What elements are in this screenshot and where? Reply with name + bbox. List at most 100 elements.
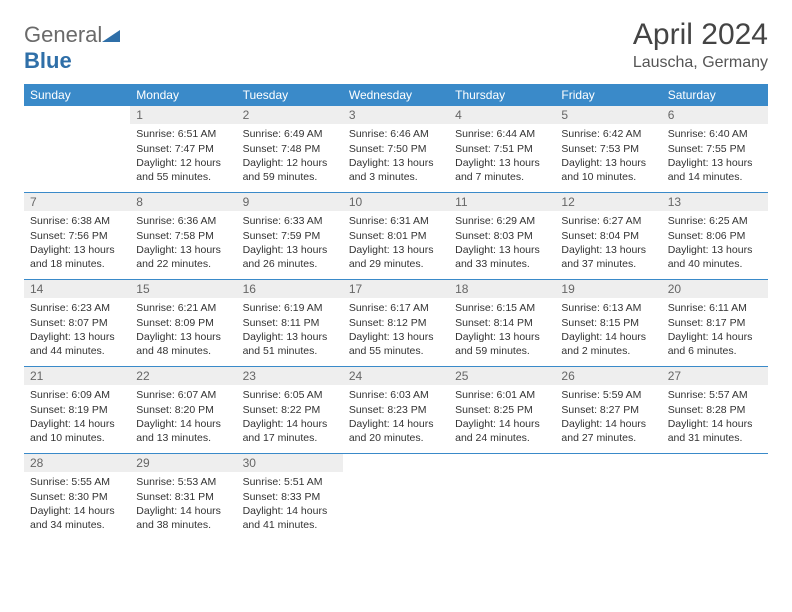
daylight-text: Daylight: 13 hours and 59 minutes.	[455, 330, 549, 358]
calendar-day-cell	[662, 454, 768, 541]
daylight-text: Daylight: 14 hours and 20 minutes.	[349, 417, 443, 445]
daylight-text: Daylight: 13 hours and 55 minutes.	[349, 330, 443, 358]
day-number: 15	[130, 280, 236, 298]
calendar-table: Sunday Monday Tuesday Wednesday Thursday…	[24, 84, 768, 540]
brand-text: General Blue	[24, 22, 120, 74]
sunset-text: Sunset: 8:33 PM	[243, 490, 337, 504]
location-label: Lauscha, Germany	[633, 54, 768, 72]
sunset-text: Sunset: 8:28 PM	[668, 403, 762, 417]
calendar-day-cell: 8Sunrise: 6:36 AMSunset: 7:58 PMDaylight…	[130, 193, 236, 280]
calendar-day-cell: 26Sunrise: 5:59 AMSunset: 8:27 PMDayligh…	[555, 367, 661, 454]
brand-text-1: General	[24, 22, 102, 47]
day-details: Sunrise: 6:13 AMSunset: 8:15 PMDaylight:…	[555, 298, 661, 360]
calendar-day-cell: 5Sunrise: 6:42 AMSunset: 7:53 PMDaylight…	[555, 106, 661, 193]
sunrise-text: Sunrise: 6:21 AM	[136, 301, 230, 315]
daylight-text: Daylight: 13 hours and 29 minutes.	[349, 243, 443, 271]
brand-text-2: Blue	[24, 48, 72, 73]
sunrise-text: Sunrise: 5:51 AM	[243, 475, 337, 489]
day-number: 11	[449, 193, 555, 211]
sunrise-text: Sunrise: 6:17 AM	[349, 301, 443, 315]
calendar-day-cell: 28Sunrise: 5:55 AMSunset: 8:30 PMDayligh…	[24, 454, 130, 541]
sunrise-text: Sunrise: 6:23 AM	[30, 301, 124, 315]
sunset-text: Sunset: 8:25 PM	[455, 403, 549, 417]
day-details: Sunrise: 6:49 AMSunset: 7:48 PMDaylight:…	[237, 124, 343, 186]
day-details: Sunrise: 5:55 AMSunset: 8:30 PMDaylight:…	[24, 472, 130, 534]
sunset-text: Sunset: 8:23 PM	[349, 403, 443, 417]
day-details: Sunrise: 6:33 AMSunset: 7:59 PMDaylight:…	[237, 211, 343, 273]
day-number: 7	[24, 193, 130, 211]
day-number: 21	[24, 367, 130, 385]
sunset-text: Sunset: 7:53 PM	[561, 142, 655, 156]
daylight-text: Daylight: 13 hours and 14 minutes.	[668, 156, 762, 184]
sunset-text: Sunset: 8:07 PM	[30, 316, 124, 330]
day-number: 17	[343, 280, 449, 298]
weekday-header: Wednesday	[343, 84, 449, 106]
day-number: 12	[555, 193, 661, 211]
calendar-day-cell: 19Sunrise: 6:13 AMSunset: 8:15 PMDayligh…	[555, 280, 661, 367]
day-number: 30	[237, 454, 343, 472]
day-details: Sunrise: 6:42 AMSunset: 7:53 PMDaylight:…	[555, 124, 661, 186]
daylight-text: Daylight: 14 hours and 27 minutes.	[561, 417, 655, 445]
calendar-day-cell: 6Sunrise: 6:40 AMSunset: 7:55 PMDaylight…	[662, 106, 768, 193]
day-details: Sunrise: 6:31 AMSunset: 8:01 PMDaylight:…	[343, 211, 449, 273]
day-details: Sunrise: 6:27 AMSunset: 8:04 PMDaylight:…	[555, 211, 661, 273]
day-number	[449, 454, 555, 458]
sunrise-text: Sunrise: 6:33 AM	[243, 214, 337, 228]
calendar-day-cell: 13Sunrise: 6:25 AMSunset: 8:06 PMDayligh…	[662, 193, 768, 280]
weekday-header: Friday	[555, 84, 661, 106]
day-details: Sunrise: 5:53 AMSunset: 8:31 PMDaylight:…	[130, 472, 236, 534]
weekday-header: Tuesday	[237, 84, 343, 106]
calendar-day-cell: 4Sunrise: 6:44 AMSunset: 7:51 PMDaylight…	[449, 106, 555, 193]
day-details: Sunrise: 6:44 AMSunset: 7:51 PMDaylight:…	[449, 124, 555, 186]
day-number	[662, 454, 768, 458]
sunset-text: Sunset: 8:09 PM	[136, 316, 230, 330]
calendar-day-cell: 22Sunrise: 6:07 AMSunset: 8:20 PMDayligh…	[130, 367, 236, 454]
calendar-day-cell: 2Sunrise: 6:49 AMSunset: 7:48 PMDaylight…	[237, 106, 343, 193]
day-number: 9	[237, 193, 343, 211]
sunrise-text: Sunrise: 6:44 AM	[455, 127, 549, 141]
daylight-text: Daylight: 13 hours and 51 minutes.	[243, 330, 337, 358]
calendar-day-cell: 24Sunrise: 6:03 AMSunset: 8:23 PMDayligh…	[343, 367, 449, 454]
calendar-day-cell: 17Sunrise: 6:17 AMSunset: 8:12 PMDayligh…	[343, 280, 449, 367]
calendar-header-row: Sunday Monday Tuesday Wednesday Thursday…	[24, 84, 768, 106]
day-number: 16	[237, 280, 343, 298]
calendar-day-cell: 30Sunrise: 5:51 AMSunset: 8:33 PMDayligh…	[237, 454, 343, 541]
calendar-day-cell	[24, 106, 130, 193]
calendar-day-cell: 16Sunrise: 6:19 AMSunset: 8:11 PMDayligh…	[237, 280, 343, 367]
day-details: Sunrise: 6:23 AMSunset: 8:07 PMDaylight:…	[24, 298, 130, 360]
sunset-text: Sunset: 8:14 PM	[455, 316, 549, 330]
day-number: 10	[343, 193, 449, 211]
calendar-day-cell	[343, 454, 449, 541]
calendar-page: General Blue April 2024 Lauscha, Germany…	[0, 0, 792, 540]
sunrise-text: Sunrise: 5:53 AM	[136, 475, 230, 489]
sunset-text: Sunset: 8:19 PM	[30, 403, 124, 417]
day-number: 8	[130, 193, 236, 211]
sunset-text: Sunset: 8:20 PM	[136, 403, 230, 417]
sunset-text: Sunset: 7:50 PM	[349, 142, 443, 156]
calendar-week-row: 1Sunrise: 6:51 AMSunset: 7:47 PMDaylight…	[24, 106, 768, 193]
calendar-day-cell: 10Sunrise: 6:31 AMSunset: 8:01 PMDayligh…	[343, 193, 449, 280]
daylight-text: Daylight: 13 hours and 48 minutes.	[136, 330, 230, 358]
sunrise-text: Sunrise: 6:38 AM	[30, 214, 124, 228]
sunrise-text: Sunrise: 5:55 AM	[30, 475, 124, 489]
daylight-text: Daylight: 14 hours and 2 minutes.	[561, 330, 655, 358]
weekday-header: Monday	[130, 84, 236, 106]
day-details: Sunrise: 6:07 AMSunset: 8:20 PMDaylight:…	[130, 385, 236, 447]
sunset-text: Sunset: 7:51 PM	[455, 142, 549, 156]
weekday-header: Saturday	[662, 84, 768, 106]
day-number: 28	[24, 454, 130, 472]
sunrise-text: Sunrise: 6:51 AM	[136, 127, 230, 141]
daylight-text: Daylight: 13 hours and 7 minutes.	[455, 156, 549, 184]
sunset-text: Sunset: 7:47 PM	[136, 142, 230, 156]
sunset-text: Sunset: 8:31 PM	[136, 490, 230, 504]
day-details: Sunrise: 6:40 AMSunset: 7:55 PMDaylight:…	[662, 124, 768, 186]
day-details: Sunrise: 5:51 AMSunset: 8:33 PMDaylight:…	[237, 472, 343, 534]
sunset-text: Sunset: 7:59 PM	[243, 229, 337, 243]
day-number: 20	[662, 280, 768, 298]
sunset-text: Sunset: 8:03 PM	[455, 229, 549, 243]
sunrise-text: Sunrise: 6:07 AM	[136, 388, 230, 402]
sunrise-text: Sunrise: 6:29 AM	[455, 214, 549, 228]
header: General Blue April 2024 Lauscha, Germany	[24, 18, 768, 74]
sunset-text: Sunset: 7:48 PM	[243, 142, 337, 156]
sunrise-text: Sunrise: 6:36 AM	[136, 214, 230, 228]
